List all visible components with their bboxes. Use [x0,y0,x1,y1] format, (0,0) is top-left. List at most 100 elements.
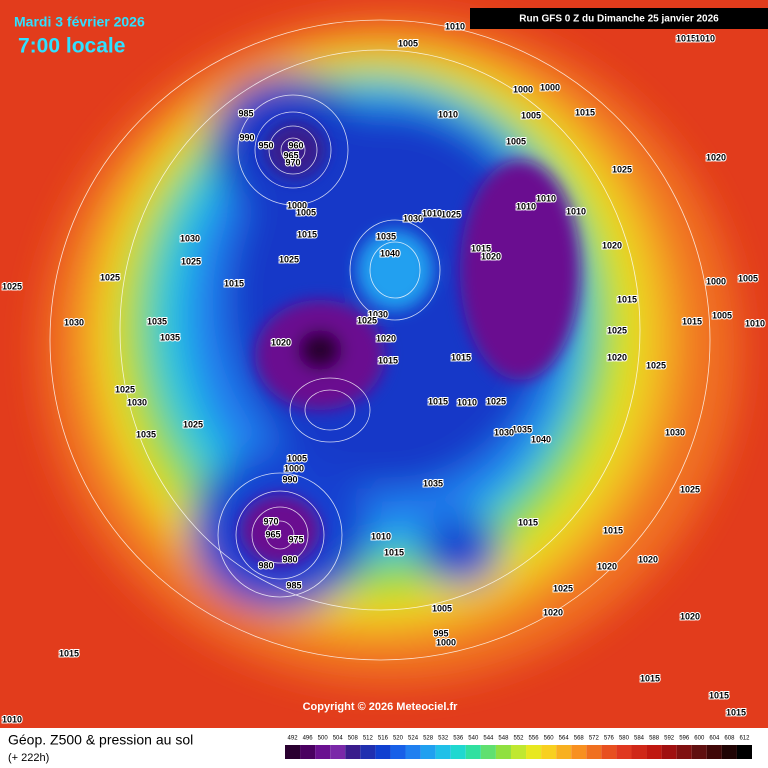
isobar-label: 1025 [279,254,299,264]
isobar-label: 1005 [506,136,526,146]
isobar-label: 1005 [712,310,732,320]
isobar-label: 1025 [441,209,461,219]
isobar-label: 1015 [617,294,637,304]
colorbar-swatch [571,745,587,759]
colorbar-label: 512 [363,736,374,742]
colorbar-label: 604 [709,736,720,742]
colorbar-label: 520 [393,736,404,742]
colorbar-label: 592 [664,736,675,742]
isobar-label: 1025 [2,281,22,291]
colorbar-swatch [646,745,662,759]
isobar-label: 965 [283,150,298,160]
colorbar-swatch [345,745,361,759]
isobar-label: 970 [285,157,300,167]
isobar-label: 1010 [536,193,556,203]
colorbar-label: 600 [694,736,705,742]
colorbar-label: 504 [333,736,344,742]
isobar-label: 1015 [603,525,623,535]
isobar-label: 1035 [423,478,443,488]
colorbar-label: 508 [348,736,359,742]
isobar-label: 1005 [521,110,541,120]
isobar-label: 1010 [566,206,586,216]
colorbar-label: 572 [589,736,600,742]
isobar-label: 1010 [445,21,465,31]
isobar-label: 1035 [136,429,156,439]
colorbar-label: 492 [288,736,299,742]
colorbar-swatch [465,745,481,759]
isobar-label: 1040 [531,434,551,444]
isobar-label: 1005 [738,273,758,283]
colorbar-swatch [526,745,542,759]
colorbar-swatch [676,745,692,759]
isobar-label: 1015 [709,690,729,700]
isobar-label: 1000 [540,82,560,92]
isobar-label: 1025 [183,419,203,429]
isobar-label: 1015 [224,278,244,288]
isobar-label: 1020 [376,333,396,343]
colorbar-swatch [495,745,511,759]
isobar-label: 965 [265,529,280,539]
isobar-label: 1005 [398,38,418,48]
colorbar-label: 608 [724,736,735,742]
copyright: Copyright © 2026 Meteociel.fr [303,701,459,713]
colorbar-swatch [556,745,572,759]
isobar-label: 1030 [64,317,84,327]
isobar-label: 980 [282,554,297,564]
isobar-label: 1015 [378,355,398,365]
isobar-label: 1015 [676,33,696,43]
isobar-label: 1020 [481,251,501,261]
isobar-label: 1010 [695,33,715,43]
isobar-label: 1015 [471,243,491,253]
colorbar-swatch [285,745,301,759]
isobar-label: 1020 [602,240,622,250]
isobar-label: 1000 [513,84,533,94]
isobar-label: 985 [286,580,301,590]
isobar-label: 1005 [287,453,307,463]
colorbar-label: 496 [303,736,314,742]
colorbar-swatch [315,745,331,759]
isobar-label: 1015 [682,316,702,326]
colorbar-swatch [631,745,647,759]
isobar-label: 1010 [422,208,442,218]
colorbar-swatch [450,745,466,759]
isobar-label: 1010 [438,109,458,119]
isobar-label: 1010 [516,201,536,211]
isobar-label: 1025 [100,272,120,282]
colorbar-label: 564 [559,736,570,742]
isobar-label: 1030 [180,233,200,243]
colorbar-swatch [510,745,527,759]
isobar-label: 1030 [403,213,423,223]
isobar-label: 1015 [726,707,746,717]
footer-title: Géop. Z500 & pression au sol [8,732,193,748]
isobar-label: 1010 [745,318,765,328]
isobar-label: 1000 [706,276,726,286]
colorbar-swatch [586,745,602,759]
colorbar: 492 496 500 504 508 512 516 520 524 528 532 536 540 5… [285,736,752,759]
colorbar-label: 516 [378,736,389,742]
isobar-label: 1000 [284,463,304,473]
isobar-label: 1020 [271,337,291,347]
isobar-label: 985 [238,108,253,118]
isobar-label: 995 [433,628,448,638]
isobar-label: 1015 [451,352,471,362]
colorbar-label: 548 [498,736,509,742]
isobars [49,19,711,661]
run-info: Run GFS 0 Z du Dimanche 25 janvier 2026 [519,14,719,25]
isobar-label: 1015 [575,107,595,117]
colorbar-swatch [541,745,557,759]
isobar-label: 1015 [640,673,660,683]
isobar-label: 1025 [646,360,666,370]
isobar-label: 1015 [297,229,317,239]
geopotential-field [0,0,768,728]
isobar-label: 1020 [706,152,726,162]
run-box [470,8,768,29]
colorbar-swatch [375,745,391,759]
colorbar-swatch [736,745,752,759]
colorbar-label: 576 [604,736,615,742]
isobar-label: 1015 [384,547,404,557]
isobar-label: 1025 [680,484,700,494]
isobar-label: 1010 [457,397,477,407]
isobar-label: 1025 [553,583,573,593]
isobar-label: 1015 [518,517,538,527]
colorbar-swatch [360,745,376,759]
